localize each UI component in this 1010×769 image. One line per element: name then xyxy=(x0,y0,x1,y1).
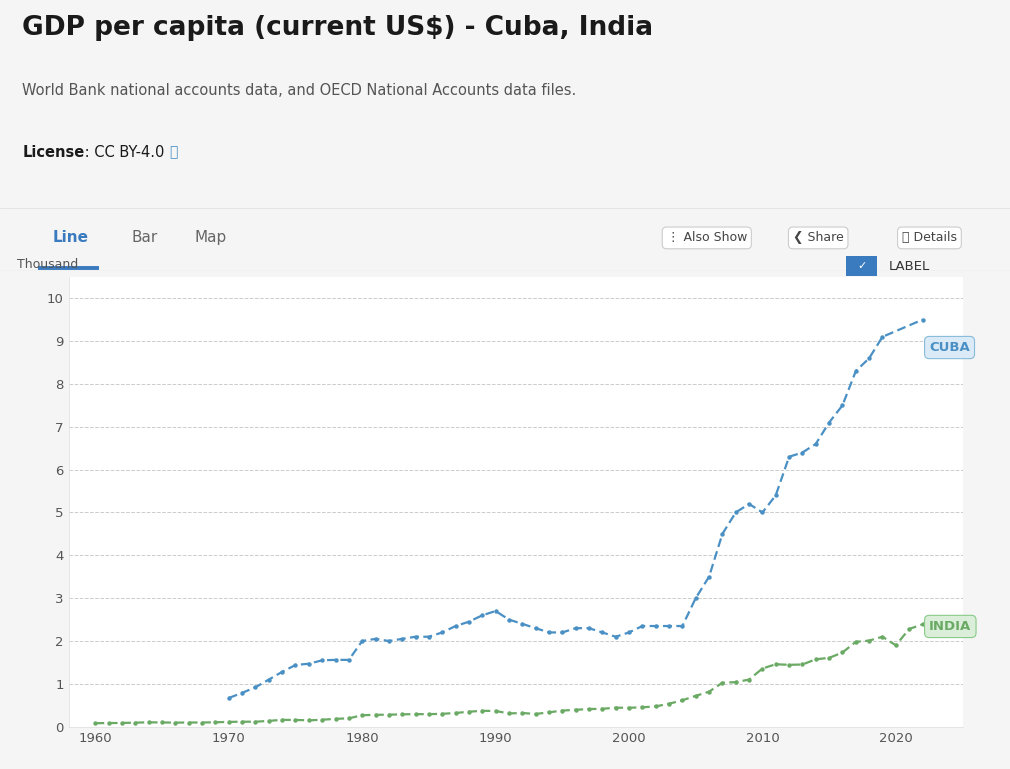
Text: ⋮ Also Show: ⋮ Also Show xyxy=(667,231,747,245)
Text: ❮ Share: ❮ Share xyxy=(793,231,843,245)
FancyBboxPatch shape xyxy=(846,256,878,276)
Text: World Bank national accounts data, and OECD National Accounts data files.: World Bank national accounts data, and O… xyxy=(22,83,577,98)
Text: Map: Map xyxy=(195,231,227,245)
Text: ✓: ✓ xyxy=(857,261,867,271)
Text: Bar: Bar xyxy=(131,231,158,245)
Text: CUBA: CUBA xyxy=(929,341,970,354)
Text: : CC BY-4.0: : CC BY-4.0 xyxy=(80,145,165,161)
Text: INDIA: INDIA xyxy=(929,620,972,633)
Text: ⓘ: ⓘ xyxy=(170,145,178,159)
Text: GDP per capita (current US$) - Cuba, India: GDP per capita (current US$) - Cuba, Ind… xyxy=(22,15,653,41)
Text: ⓘ Details: ⓘ Details xyxy=(902,231,956,245)
Text: LABEL: LABEL xyxy=(889,260,930,272)
Text: License: License xyxy=(22,145,85,161)
Text: Line: Line xyxy=(53,231,89,245)
Text: Thousand: Thousand xyxy=(17,258,78,271)
